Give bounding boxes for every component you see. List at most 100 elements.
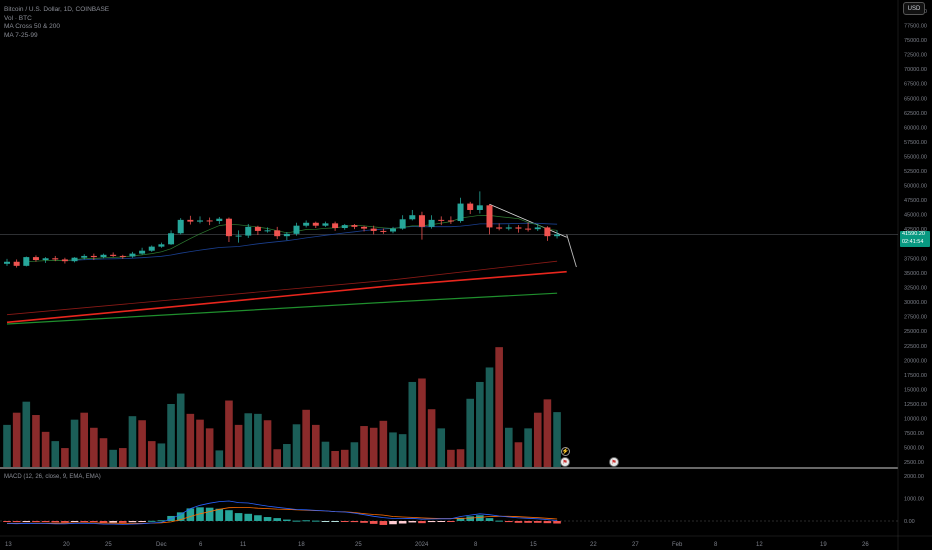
time-axis-tick: 20: [63, 542, 70, 548]
time-axis-tick: Feb: [672, 542, 683, 548]
price-axis-tick: 75000.00: [904, 38, 927, 44]
currency-button[interactable]: USD: [903, 2, 925, 15]
macd-histogram-bar: [369, 521, 378, 524]
macd-line: [6, 500, 558, 525]
candle-body: [129, 253, 136, 257]
price-axis-tick: 50000.00: [904, 184, 927, 190]
volume-bar: [196, 419, 204, 467]
macd-histogram-bar: [157, 520, 166, 522]
macd-histogram-bar: [543, 521, 552, 524]
volume-bar: [90, 427, 98, 467]
time-axis-tick: 15: [530, 542, 537, 548]
candle-body: [351, 225, 358, 227]
volume-bar: [80, 412, 88, 467]
volume-bar: [331, 450, 339, 467]
macd-histogram-bar: [147, 520, 156, 522]
candle-body: [467, 203, 474, 210]
candle-body: [312, 222, 319, 226]
macd-histogram-bar: [273, 518, 281, 521]
trend-line: [489, 203, 567, 238]
volume-bar: [321, 441, 330, 467]
time-axis-tick: 11: [240, 542, 247, 548]
volume-bar: [32, 415, 40, 467]
macd-histogram-bar: [61, 521, 69, 523]
macd-axis-tick: 1000.00: [904, 497, 924, 503]
volume-bar: [447, 449, 455, 467]
candle-body: [110, 254, 117, 256]
volume-bar: [340, 449, 349, 467]
volume-bar: [524, 428, 532, 467]
candle-body: [554, 234, 561, 237]
candle-body: [409, 215, 416, 220]
volume-axis-tick: 17500.00: [904, 373, 927, 379]
macd-histogram-bar: [505, 521, 513, 523]
volume-bar: [360, 426, 368, 467]
price-axis-tick: 42500.00: [904, 227, 927, 233]
volume-bar: [186, 413, 195, 467]
flag-icon[interactable]: ⚑: [609, 457, 619, 467]
macd-histogram-bar: [292, 520, 301, 522]
price-axis-tick: 62500.00: [904, 111, 927, 117]
candle-body: [139, 250, 146, 254]
price-axis-tick: 72500.00: [904, 53, 927, 59]
volume-bar: [476, 381, 484, 467]
volume-bar: [12, 412, 21, 467]
price-axis-tick: 47500.00: [904, 198, 927, 204]
volume-bar: [514, 442, 523, 467]
macd-histogram-bar: [51, 521, 60, 523]
lightning-icon[interactable]: ⚡: [561, 447, 570, 456]
candle-body: [254, 226, 261, 231]
candle-body: [283, 233, 290, 237]
price-axis-tick: 37500.00: [904, 256, 927, 262]
macd-histogram-bar: [398, 521, 407, 524]
flag-icon[interactable]: ⚑: [560, 457, 570, 467]
price-axis-tick: 27500.00: [904, 314, 927, 320]
candle-body: [197, 220, 203, 222]
volume-bar: [398, 434, 407, 467]
macd-histogram-bar: [302, 520, 310, 522]
candle-body: [206, 220, 213, 222]
ma25-line: [64, 222, 558, 261]
candle-body: [341, 225, 348, 229]
candle-body: [13, 261, 20, 266]
macd-axis-tick: 2000.00: [904, 474, 924, 480]
candle-body: [52, 258, 59, 260]
candle-body: [293, 225, 300, 234]
price-axis-tick: 35000.00: [904, 271, 927, 277]
time-axis-tick: 8: [714, 542, 718, 548]
time-axis-tick: 8: [474, 542, 478, 548]
time-axis-tick: 12: [756, 542, 763, 548]
macd-histogram-bar: [3, 521, 11, 522]
candle-body: [303, 222, 310, 226]
volume-bar: [485, 367, 494, 467]
last-price: 41590.20: [902, 231, 925, 237]
macd-histogram-bar: [176, 512, 185, 521]
candle-body: [418, 215, 425, 227]
macd-histogram-bar: [41, 521, 50, 522]
macd-histogram-bar: [244, 513, 253, 521]
volume-bar: [437, 428, 446, 467]
macd-histogram-bar: [476, 515, 484, 521]
volume-bar: [533, 412, 542, 467]
time-axis-tick: 18: [298, 542, 305, 548]
price-axis-tick: 32500.00: [904, 285, 927, 291]
volume-bar: [408, 381, 417, 467]
candle-body: [148, 246, 155, 251]
volume-axis-tick: 15000.00: [904, 388, 927, 394]
candle-body: [505, 227, 512, 229]
candle-body: [322, 223, 329, 226]
volume-bar: [283, 444, 291, 467]
volume-bar: [167, 404, 175, 467]
macd-histogram-bar: [109, 521, 117, 523]
macd-histogram-bar: [514, 521, 523, 523]
macd-legend[interactable]: MACD (12, 26, close, 9, EMA, EMA): [4, 474, 101, 480]
candle-body: [235, 235, 242, 237]
time-axis-tick: 22: [590, 542, 597, 548]
macd-histogram-bar: [427, 521, 436, 523]
volume-bar: [244, 413, 253, 467]
price-axis-tick: 52500.00: [904, 169, 927, 175]
volume-bar: [505, 427, 513, 467]
candle-body: [42, 258, 49, 261]
